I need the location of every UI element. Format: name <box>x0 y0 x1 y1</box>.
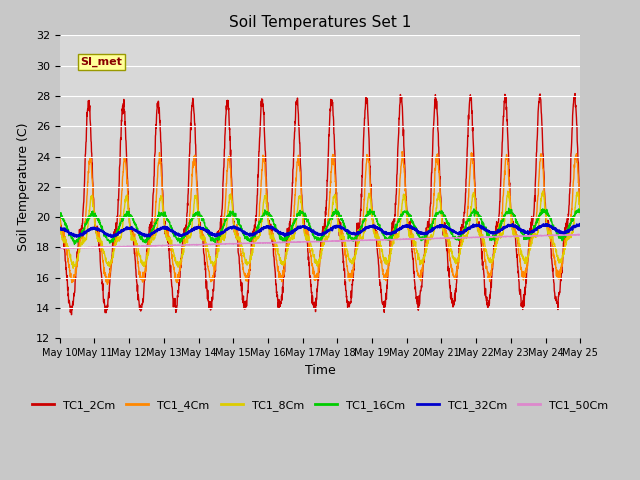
TC1_4Cm <box>398 149 406 155</box>
TC1_16Cm <box>70 241 78 247</box>
TC1_50Cm <box>346 238 354 243</box>
TC1_2Cm <box>571 91 579 96</box>
TC1_4Cm <box>346 270 354 276</box>
Legend: TC1_2Cm, TC1_4Cm, TC1_8Cm, TC1_16Cm, TC1_32Cm, TC1_50Cm: TC1_2Cm, TC1_4Cm, TC1_8Cm, TC1_16Cm, TC1… <box>28 396 612 415</box>
TC1_16Cm <box>577 209 584 215</box>
TC1_4Cm <box>201 244 209 250</box>
X-axis label: Time: Time <box>305 364 335 377</box>
Line: TC1_16Cm: TC1_16Cm <box>60 208 580 244</box>
TC1_2Cm <box>471 187 479 192</box>
TC1_50Cm <box>545 233 553 239</box>
TC1_2Cm <box>56 212 63 217</box>
Title: Soil Temperatures Set 1: Soil Temperatures Set 1 <box>229 15 411 30</box>
Y-axis label: Soil Temperature (C): Soil Temperature (C) <box>17 122 30 251</box>
TC1_4Cm <box>56 216 63 222</box>
TC1_50Cm <box>575 231 582 237</box>
TC1_16Cm <box>346 234 354 240</box>
TC1_8Cm <box>69 265 77 271</box>
TC1_32Cm <box>335 224 343 229</box>
TC1_4Cm <box>472 197 479 203</box>
TC1_16Cm <box>201 223 209 229</box>
TC1_16Cm <box>335 210 343 216</box>
TC1_16Cm <box>471 210 479 216</box>
TC1_32Cm <box>201 228 209 233</box>
TC1_2Cm <box>346 300 354 305</box>
TC1_8Cm <box>201 235 209 240</box>
TC1_4Cm <box>335 223 343 229</box>
TC1_2Cm <box>577 205 584 211</box>
TC1_4Cm <box>104 281 111 287</box>
TC1_16Cm <box>545 214 553 219</box>
TC1_2Cm <box>201 261 209 267</box>
TC1_8Cm <box>539 188 547 194</box>
TC1_8Cm <box>471 202 479 208</box>
TC1_50Cm <box>335 238 343 244</box>
TC1_16Cm <box>505 205 513 211</box>
TC1_2Cm <box>545 227 553 232</box>
TC1_8Cm <box>531 233 538 239</box>
TC1_8Cm <box>56 216 63 222</box>
TC1_16Cm <box>56 211 63 216</box>
TC1_8Cm <box>346 259 354 265</box>
TC1_32Cm <box>108 234 115 240</box>
Line: TC1_50Cm: TC1_50Cm <box>60 234 580 248</box>
TC1_8Cm <box>545 228 553 234</box>
TC1_4Cm <box>545 227 553 232</box>
Line: TC1_4Cm: TC1_4Cm <box>60 152 580 284</box>
Line: TC1_8Cm: TC1_8Cm <box>60 191 580 268</box>
TC1_8Cm <box>577 211 584 217</box>
TC1_32Cm <box>545 223 553 229</box>
TC1_50Cm <box>61 245 69 251</box>
TC1_16Cm <box>531 226 539 231</box>
Text: SI_met: SI_met <box>81 57 122 67</box>
TC1_50Cm <box>471 235 479 240</box>
TC1_50Cm <box>577 232 584 238</box>
TC1_50Cm <box>531 233 538 239</box>
TC1_50Cm <box>56 245 63 251</box>
TC1_32Cm <box>56 225 63 230</box>
TC1_32Cm <box>471 223 479 229</box>
TC1_50Cm <box>201 242 209 248</box>
TC1_32Cm <box>531 228 538 234</box>
TC1_32Cm <box>577 221 584 227</box>
TC1_2Cm <box>68 312 76 318</box>
TC1_8Cm <box>335 228 343 234</box>
TC1_4Cm <box>531 227 539 232</box>
Line: TC1_32Cm: TC1_32Cm <box>60 224 580 237</box>
TC1_4Cm <box>577 209 584 215</box>
TC1_32Cm <box>346 230 354 236</box>
Line: TC1_2Cm: TC1_2Cm <box>60 94 580 315</box>
TC1_2Cm <box>335 221 343 227</box>
TC1_2Cm <box>531 196 538 202</box>
